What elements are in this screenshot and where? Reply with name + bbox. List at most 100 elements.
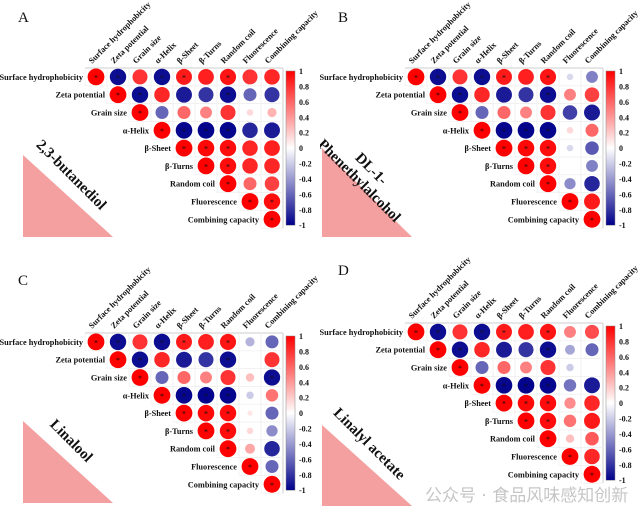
row-label: β-Sheet xyxy=(145,144,172,153)
correlation-circle xyxy=(131,369,149,386)
correlation-circle xyxy=(263,369,281,386)
significance-star: * xyxy=(546,73,550,82)
correlation-circle xyxy=(245,337,255,347)
significance-star: * xyxy=(226,180,230,189)
significance-star: * xyxy=(524,382,528,391)
correlation-circle xyxy=(429,86,447,104)
correlation-circle xyxy=(198,69,214,85)
significance-star: * xyxy=(204,392,208,401)
colorbar-tick-label: 0 xyxy=(619,144,623,153)
column-label: β-Turns xyxy=(197,39,224,66)
correlation-circle xyxy=(175,404,193,422)
row-label: α-Helix xyxy=(443,381,470,390)
correlation-circle xyxy=(264,122,280,139)
row-label: Surface hydrophobicity xyxy=(0,73,84,82)
grid-cell xyxy=(260,475,284,494)
correlation-circle xyxy=(517,121,535,139)
column-label: β-Turns xyxy=(517,39,544,66)
row-label: β-Turns xyxy=(485,417,514,426)
significance-star: * xyxy=(546,435,550,444)
significance-star: * xyxy=(502,328,506,337)
significance-star: * xyxy=(546,346,550,355)
correlation-circle xyxy=(243,177,257,191)
significance-star: * xyxy=(116,91,120,100)
significance-star: * xyxy=(414,73,418,82)
correlation-circle xyxy=(566,363,574,372)
row-label: β-Turns xyxy=(485,162,514,171)
significance-star: * xyxy=(458,109,462,118)
correlation-circle xyxy=(264,176,280,191)
correlation-circle xyxy=(517,376,535,394)
correlation-circle xyxy=(584,377,600,394)
correlation-circle xyxy=(539,412,557,430)
colorbar-tick-label: 0.2 xyxy=(299,129,309,138)
correlation-circle xyxy=(153,68,171,86)
significance-star: * xyxy=(248,198,252,207)
correlation-circle xyxy=(264,69,280,85)
grid-cell xyxy=(558,156,582,176)
grid-cell xyxy=(580,465,604,484)
correlation-circle xyxy=(132,69,148,85)
significance-star: * xyxy=(502,382,506,391)
correlation-circle xyxy=(590,366,594,369)
row-label: Random coil xyxy=(490,180,536,189)
correlation-circle xyxy=(585,431,599,446)
correlation-circle xyxy=(473,68,491,86)
correlation-circle xyxy=(87,333,105,351)
significance-star: * xyxy=(248,463,252,472)
correlation-circle xyxy=(197,404,215,422)
column-label: β-Sheet xyxy=(175,40,200,65)
significance-star: * xyxy=(116,73,120,82)
significance-star: * xyxy=(226,127,230,136)
colorbar-tick-label: 0 xyxy=(619,399,623,408)
correlation-circle xyxy=(264,140,280,156)
correlation-circle xyxy=(109,68,127,86)
correlation-circle xyxy=(473,376,491,394)
correlation-circle xyxy=(153,386,171,404)
correlation-circle xyxy=(176,333,192,350)
correlation-circle xyxy=(561,193,579,210)
panel-b: B DL-1- Phenethylalcohol Surface hydrophobi… xyxy=(314,0,639,253)
correlation-circle xyxy=(564,397,576,409)
colorbar-tick-label: 0.2 xyxy=(619,129,629,138)
significance-star: * xyxy=(270,374,274,383)
colorbar-tick-label: -1 xyxy=(299,486,306,495)
correlation-circle xyxy=(246,391,254,400)
colorbar-tick-label: -0.8 xyxy=(299,206,312,215)
correlation-circle xyxy=(517,157,535,175)
correlation-circle xyxy=(264,352,280,368)
correlation-circle xyxy=(474,341,490,358)
significance-star: * xyxy=(116,338,120,347)
correlation-circle xyxy=(155,370,169,385)
column-label: β-Sheet xyxy=(495,40,520,65)
colorbar xyxy=(285,335,296,491)
significance-star: * xyxy=(160,338,164,347)
correlation-circle xyxy=(198,334,214,350)
correlation-circle xyxy=(177,105,191,120)
correlation-circle xyxy=(265,335,279,349)
colorbar-tick-label: 0.4 xyxy=(299,378,309,387)
significance-star: * xyxy=(226,392,230,401)
row-label: β-Turns xyxy=(165,162,194,171)
colorbar-tick-label: -1 xyxy=(619,476,626,485)
correlation-circle xyxy=(154,351,170,368)
colorbar-tick-label: -1 xyxy=(299,221,306,230)
row-label: α-Helix xyxy=(123,126,150,135)
correlation-circle xyxy=(495,121,513,139)
row-label: β-Sheet xyxy=(145,409,172,418)
significance-star: * xyxy=(546,162,550,171)
correlation-circle xyxy=(520,106,532,119)
correlation-circle xyxy=(495,139,513,157)
correlation-circle xyxy=(584,104,600,121)
correlation-circle xyxy=(475,105,489,120)
colorbar-tick-label: 0.6 xyxy=(299,98,309,107)
correlation-circle xyxy=(565,434,575,443)
significance-star: * xyxy=(546,180,550,189)
significance-star: * xyxy=(270,481,274,490)
correlation-circle xyxy=(564,325,576,338)
significance-star: * xyxy=(160,73,164,82)
significance-star: * xyxy=(524,400,528,409)
correlation-circle xyxy=(219,86,237,103)
